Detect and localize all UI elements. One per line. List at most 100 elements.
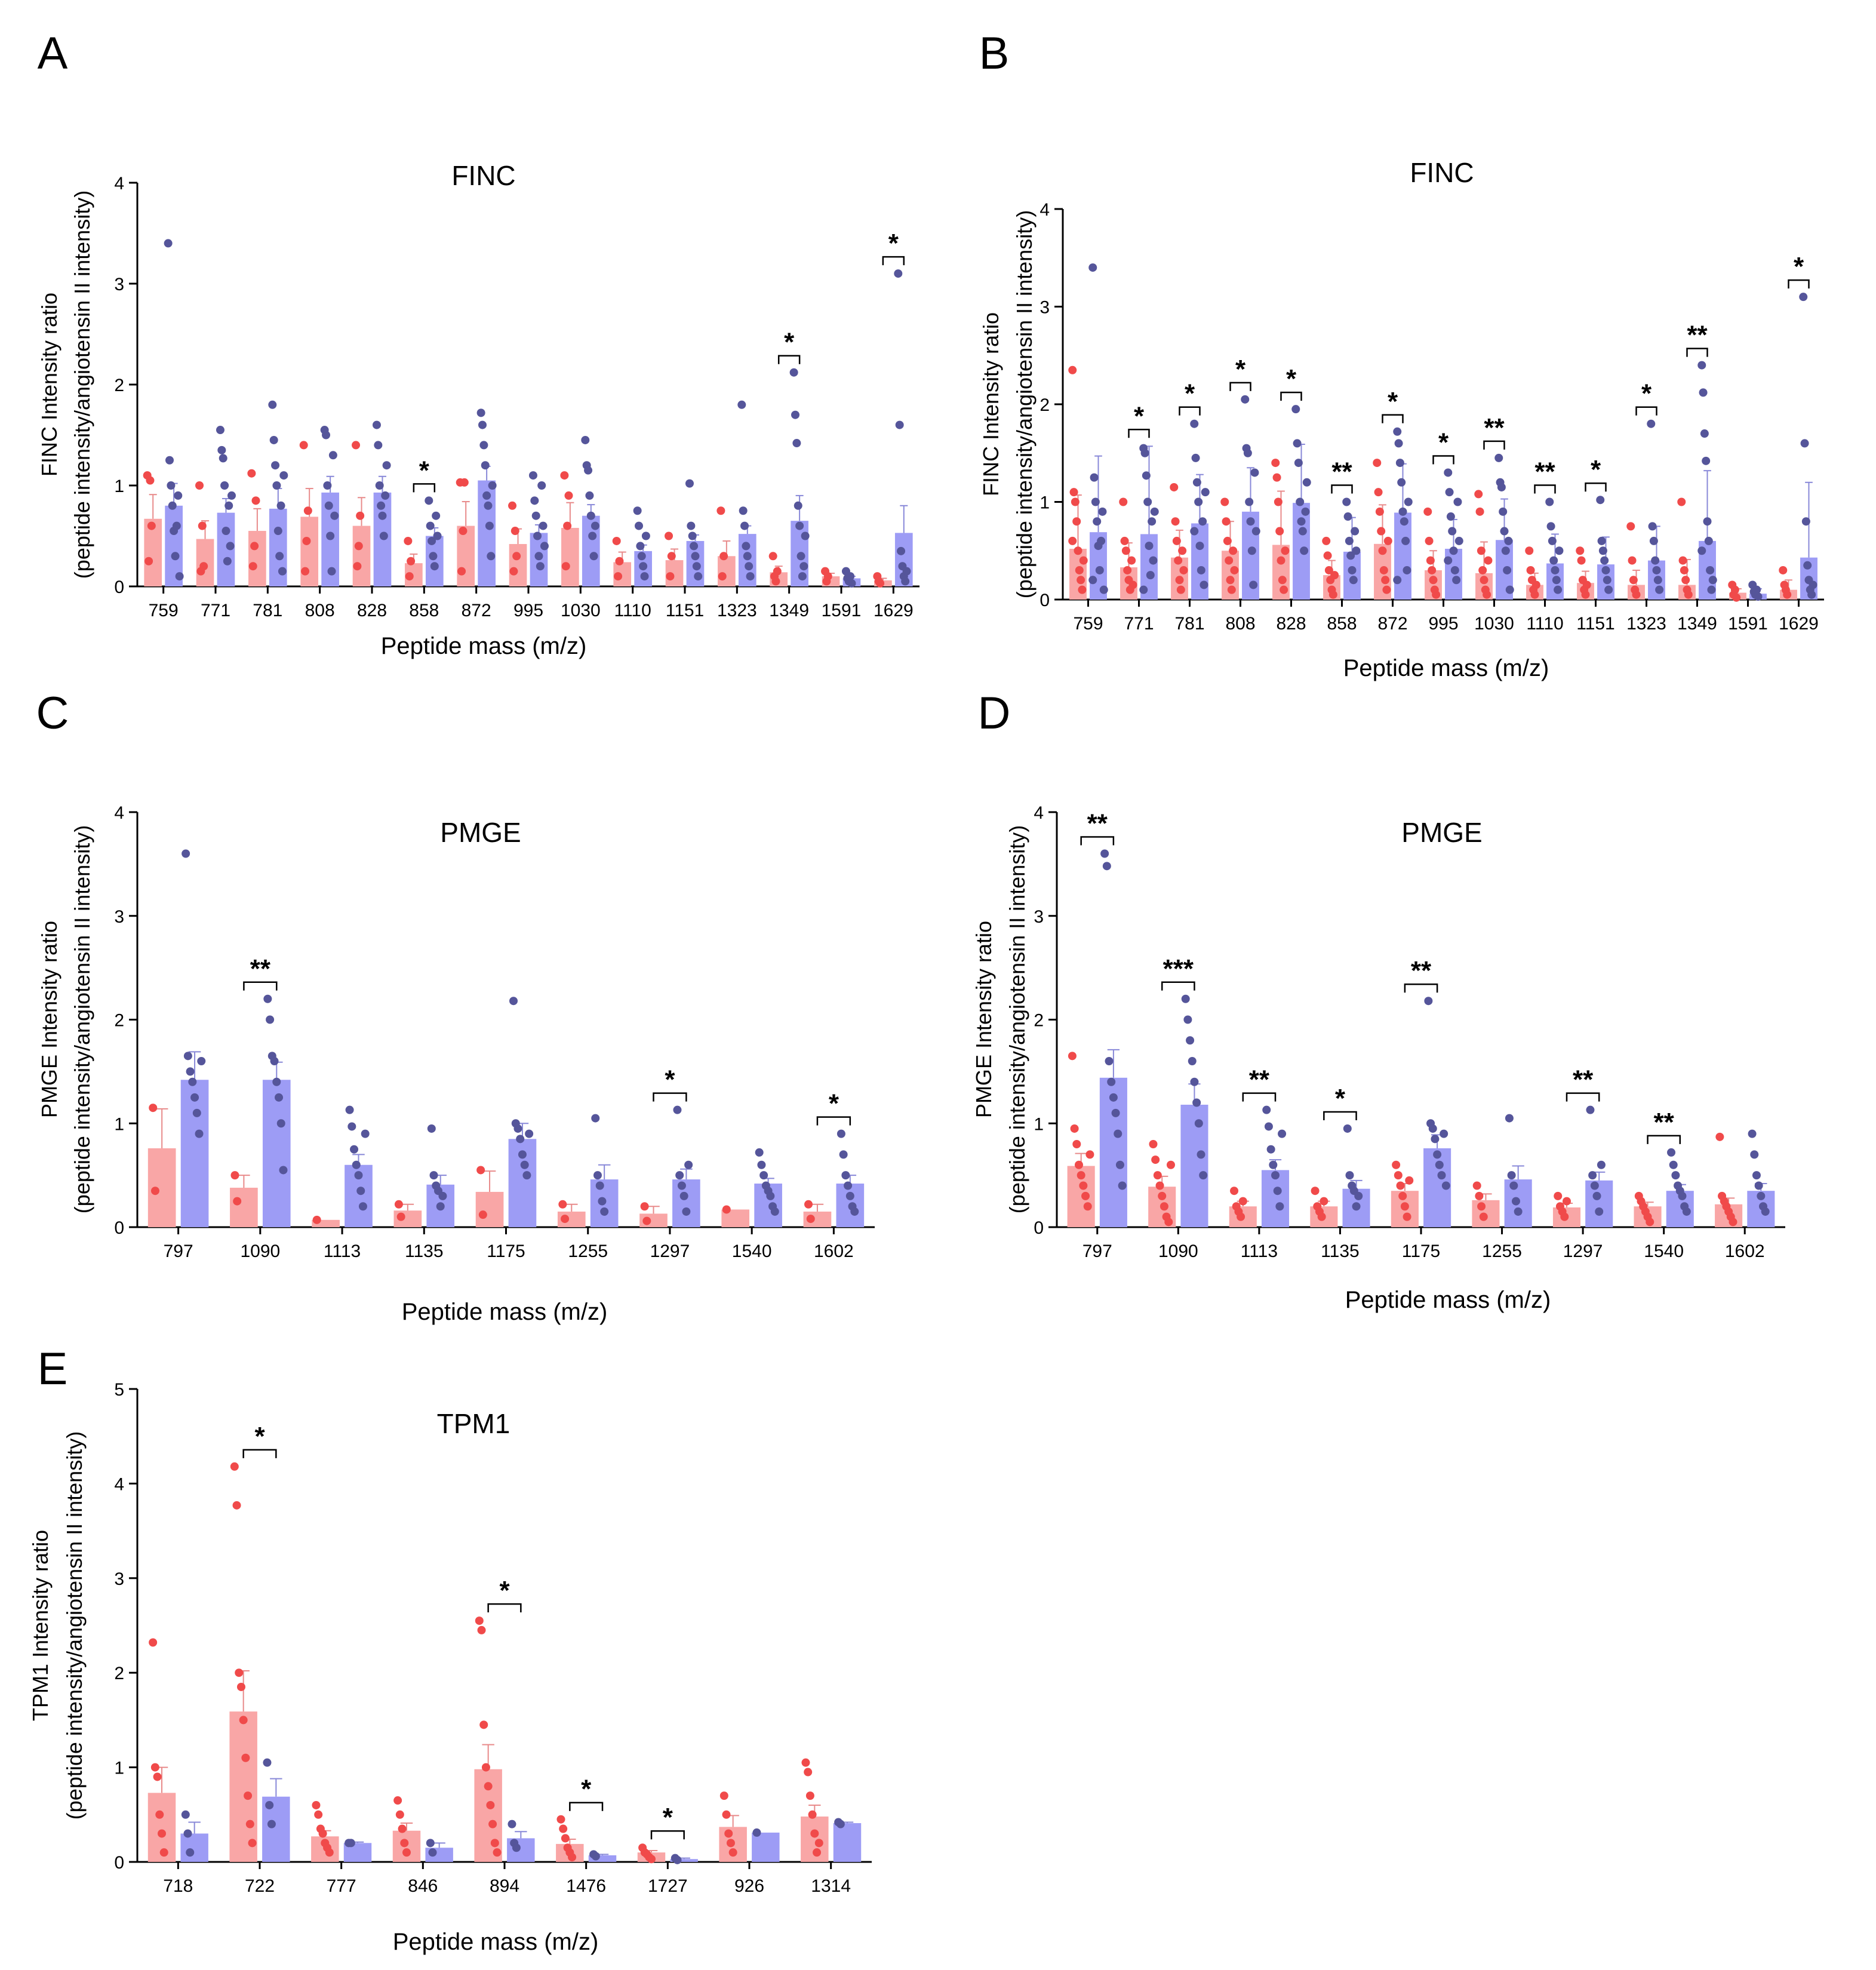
data-point (1393, 427, 1402, 436)
data-point (1729, 1218, 1737, 1227)
significance-bracket (243, 981, 278, 991)
x-tick-label: 1151 (666, 601, 705, 620)
data-point (402, 1848, 411, 1857)
data-point (271, 461, 280, 470)
data-point (1678, 556, 1687, 565)
bar (1180, 1104, 1208, 1227)
data-point (1653, 576, 1662, 585)
data-point (1601, 566, 1610, 574)
bar (1261, 1170, 1290, 1227)
data-point (172, 521, 181, 530)
data-point (1449, 546, 1458, 555)
data-point (217, 445, 226, 454)
data-point (1596, 496, 1605, 505)
data-point (197, 1057, 206, 1065)
data-point (688, 531, 697, 540)
data-point (897, 546, 906, 555)
chart-title: PMGE (440, 817, 521, 848)
data-point (1501, 546, 1510, 555)
data-point (593, 1171, 602, 1180)
data-point (1324, 566, 1333, 574)
y-tick-label: 0 (1034, 1218, 1044, 1238)
data-point (164, 239, 173, 248)
x-tick-label: 1110 (614, 601, 651, 620)
data-point (354, 542, 363, 551)
x-tick-label: 1090 (240, 1241, 280, 1261)
data-point (223, 557, 232, 566)
data-point (1078, 585, 1087, 594)
data-point (773, 567, 782, 576)
data-point (183, 1829, 192, 1838)
data-point (687, 521, 696, 530)
data-point (1074, 546, 1082, 555)
data-point (263, 1758, 272, 1767)
x-tick-label: 1602 (1725, 1241, 1765, 1261)
data-point (265, 1800, 274, 1809)
chart-title: FINC (451, 160, 515, 191)
significance-bracket (569, 1802, 604, 1811)
data-point (1181, 994, 1190, 1003)
data-point (1320, 1197, 1328, 1206)
x-tick-label: 1314 (811, 1876, 851, 1896)
x-axis-label: Peptide mass (m/z) (402, 1299, 608, 1325)
data-point (1655, 585, 1664, 594)
data-point (1275, 1202, 1284, 1211)
data-point (279, 1166, 288, 1175)
significance-bracket (1585, 482, 1607, 492)
y-tick-label: 2 (1040, 395, 1050, 415)
bar (475, 1191, 504, 1227)
data-point (847, 579, 856, 588)
y-axis-label-sub: (peptide intensity/angiotensin II intens… (62, 1431, 87, 1820)
data-point (722, 1205, 731, 1214)
data-point (352, 441, 361, 450)
data-point (518, 1150, 527, 1159)
data-point (324, 501, 333, 510)
y-axis-label-sub: (peptide intensity/angiotensin II intens… (1005, 825, 1029, 1213)
data-point (1383, 536, 1392, 545)
data-point (1262, 1105, 1271, 1114)
data-point (1382, 585, 1391, 594)
data-point (1545, 497, 1554, 506)
data-point (479, 441, 488, 450)
data-point (1505, 1114, 1514, 1123)
x-tick-label: 1591 (1728, 614, 1768, 634)
y-axis-label-sub: (peptide intensity/angiotensin II intens… (70, 825, 94, 1213)
data-point (1554, 1191, 1563, 1200)
data-point (353, 562, 362, 571)
data-point (794, 501, 802, 510)
significance-bracket (882, 256, 905, 266)
data-point (374, 441, 383, 450)
data-point (1680, 566, 1689, 574)
data-point (639, 562, 648, 571)
data-point (1195, 542, 1204, 551)
data-point (1525, 546, 1534, 555)
x-tick-label: 797 (164, 1241, 193, 1261)
data-point (1480, 576, 1489, 585)
data-point (248, 562, 257, 571)
bar (672, 1179, 700, 1227)
data-point (186, 1848, 195, 1857)
y-tick-label: 0 (114, 577, 124, 597)
x-tick-label: 1151 (1576, 614, 1615, 634)
x-tick-label: 1349 (769, 601, 809, 620)
data-point (1732, 593, 1741, 602)
x-tick-label: 995 (1428, 614, 1458, 634)
bar (718, 556, 736, 586)
data-point (1752, 1171, 1761, 1180)
data-point (1803, 561, 1812, 570)
data-point (739, 506, 748, 515)
data-point (158, 1829, 166, 1838)
data-point (1107, 1077, 1116, 1086)
data-point (1194, 497, 1203, 506)
data-point (1669, 1160, 1678, 1169)
data-point (1503, 566, 1512, 574)
data-point (1075, 566, 1084, 574)
data-point (493, 1848, 502, 1857)
data-point (636, 542, 645, 551)
x-tick-label: 722 (245, 1876, 275, 1896)
data-point (1707, 585, 1716, 594)
data-point (1128, 580, 1137, 589)
data-point (728, 1848, 737, 1857)
data-point (1400, 517, 1408, 526)
data-point (1102, 862, 1111, 871)
